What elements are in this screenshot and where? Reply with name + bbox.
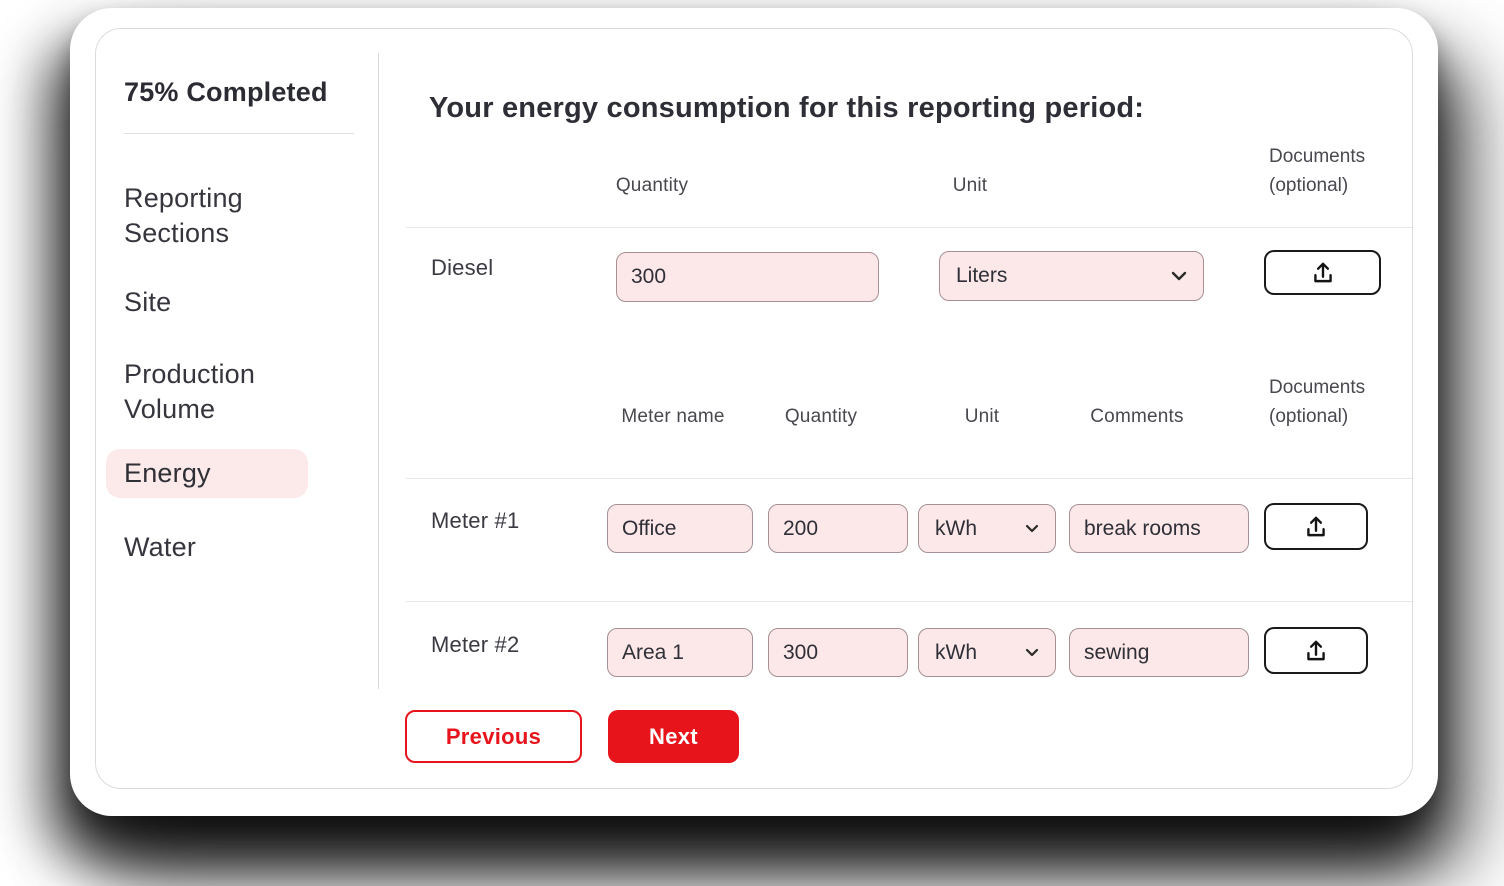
upload-icon — [1307, 640, 1325, 660]
sidebar-item-water[interactable]: Water — [124, 532, 197, 562]
chevron-down-icon — [1025, 524, 1039, 533]
meter2-name-input[interactable] — [607, 628, 753, 677]
meter1-quantity-input[interactable] — [768, 504, 908, 553]
progress-divider — [124, 133, 354, 134]
sidebar-item-reporting-sections[interactable]: Reporting Sections — [124, 183, 243, 248]
fuel-col-quantity: Quantity — [615, 175, 689, 196]
diesel-quantity-input[interactable] — [616, 252, 879, 302]
meter1-upload-button[interactable] — [1264, 503, 1368, 550]
meter-col-comments: Comments — [1090, 406, 1184, 427]
chevron-down-icon — [1025, 648, 1039, 657]
sidebar-item-energy-label: Energy — [124, 458, 211, 488]
meter-header-divider — [406, 478, 1414, 479]
diesel-unit-value: Liters — [956, 264, 1008, 287]
meter-row-label: Meter #1 — [431, 508, 520, 533]
sidebar-item-production-volume[interactable]: Production Volume — [124, 359, 256, 424]
chevron-down-icon — [1171, 271, 1187, 281]
meter2-unit-select[interactable]: kWh — [918, 628, 1056, 677]
meter1-name-input[interactable] — [607, 504, 753, 553]
meter2-unit-value: kWh — [935, 640, 977, 664]
diesel-unit-select[interactable]: Liters — [939, 251, 1204, 301]
meter-col-documents: Documents (optional) — [1269, 373, 1399, 431]
meter1-unit-select[interactable]: kWh — [918, 504, 1056, 553]
sidebar-item-energy[interactable]: Energy — [106, 449, 308, 498]
sidebar-item-site[interactable]: Site — [124, 287, 172, 317]
upload-icon — [1313, 262, 1332, 282]
meter-col-documents-line2: (optional) — [1269, 406, 1349, 427]
sidebar-divider — [378, 53, 379, 689]
meter-col-documents-line1: Documents — [1269, 377, 1366, 398]
app-card: 75% Completed Reporting Sections Site Pr… — [70, 8, 1438, 816]
page-title: Your energy consumption for this reporti… — [429, 92, 1145, 124]
next-button[interactable]: Next — [608, 710, 739, 763]
meter-row-divider — [406, 601, 1414, 602]
meter2-comments-input[interactable] — [1069, 628, 1249, 677]
fuel-col-documents-line1: Documents — [1269, 146, 1366, 167]
meter-row-label: Meter #2 — [431, 632, 520, 657]
fuel-row-label: Diesel — [431, 255, 494, 280]
upload-icon — [1307, 516, 1325, 536]
fuel-col-documents-line2: (optional) — [1269, 175, 1349, 196]
meter-col-quantity: Quantity — [784, 406, 858, 427]
progress-label: 75% Completed — [124, 77, 328, 107]
form-panel: 75% Completed Reporting Sections Site Pr… — [95, 28, 1414, 789]
meter1-unit-value: kWh — [935, 516, 977, 540]
meter-col-unit: Unit — [964, 406, 1000, 427]
fuel-col-documents: Documents (optional) — [1269, 142, 1399, 200]
previous-button[interactable]: Previous — [405, 710, 582, 763]
diesel-upload-button[interactable] — [1264, 250, 1381, 295]
meter2-quantity-input[interactable] — [768, 628, 908, 677]
fuel-header-divider — [406, 227, 1414, 228]
meter-col-name: Meter name — [621, 406, 725, 427]
meter2-upload-button[interactable] — [1264, 627, 1368, 674]
meter1-comments-input[interactable] — [1069, 504, 1249, 553]
fuel-col-unit: Unit — [952, 175, 988, 196]
